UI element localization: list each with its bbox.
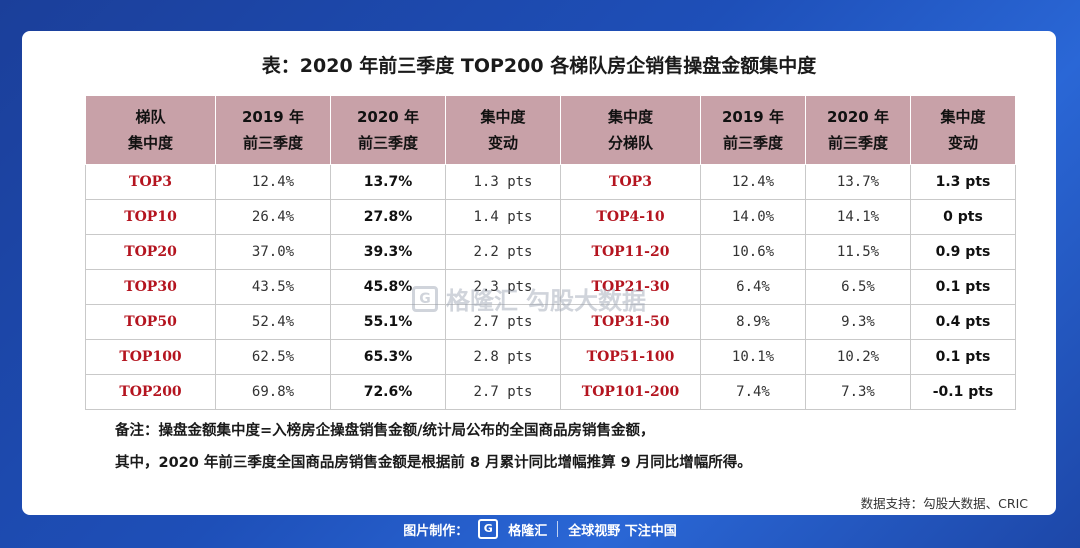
table-row: TOP20 37.0% 39.3% 2.2 pts TOP11-20 10.6% 11.5%… <box>85 234 1016 270</box>
table-cell: 10.1% <box>700 339 806 375</box>
watermark: G 格隆汇 勾股大数据 <box>412 281 646 316</box>
table-cell: 8.9% <box>700 304 806 340</box>
column-header: 2020 年 前三季度 <box>330 95 446 165</box>
note-line-2: 其中，2020 年前三季度全国商品房销售金额是根据前 8 月累计同比增幅推算 9… <box>115 455 752 471</box>
table-cell: 37.0% <box>215 234 331 270</box>
table-cell: 1.3 pts <box>910 164 1016 200</box>
table-cell: 2.3 pts <box>445 269 561 305</box>
table-cell: TOP11-20 <box>560 234 701 270</box>
table-cell: 72.6% <box>330 374 446 410</box>
table-cell: 11.5% <box>805 234 911 270</box>
concentration-table: 梯队 集中度 2019 年 前三季度 2020 年 前三季度 集中度 变动 集中度 分梯… <box>85 95 1016 410</box>
table-cell: 62.5% <box>215 339 331 375</box>
table-cell: TOP50 <box>85 304 216 340</box>
table-cell: 6.4% <box>700 269 806 305</box>
table-cell: 14.0% <box>700 199 806 235</box>
table-cell: TOP101-200 <box>560 374 701 410</box>
table-cell: 12.4% <box>700 164 806 200</box>
column-header: 集中度 变动 <box>445 95 561 165</box>
footer-divider <box>557 521 559 537</box>
gelonghui-logo-icon: G <box>478 519 499 539</box>
table-cell: 0.4 pts <box>910 304 1016 340</box>
column-header: 集中度 分梯队 <box>560 95 701 165</box>
table-cell: TOP3 <box>85 164 216 200</box>
table-cell: 6.5% <box>805 269 911 305</box>
table-cell: TOP10 <box>85 199 216 235</box>
table-cell: 43.5% <box>215 269 331 305</box>
table-cell: TOP100 <box>85 339 216 375</box>
table-cell: -0.1 pts <box>910 374 1016 410</box>
table-body: TOP3 12.4% 13.7% 1.3 pts TOP3 12.4% 13.7% 1.3 p… <box>85 164 1016 410</box>
table-cell: TOP30 <box>85 269 216 305</box>
table-row: TOP200 69.8% 72.6% 2.7 pts TOP101-200 7.4% 7.3… <box>85 374 1016 410</box>
table-row: TOP50 52.4% 55.1% 2.7 pts TOP31-50 8.9% 9.3% 0.… <box>85 304 1016 340</box>
table-cell: TOP20 <box>85 234 216 270</box>
note-line-1: 备注：操盘金额集中度=入榜房企操盘销售金额/统计局公布的全国商品房销售金额， <box>115 423 655 439</box>
table-cell: 0.1 pts <box>910 269 1016 305</box>
watermark-sub: 勾股大数据 <box>526 287 646 315</box>
table-cell: TOP51-100 <box>560 339 701 375</box>
footer-label: 图片制作： <box>403 523 469 539</box>
table-cell: TOP21-30 <box>560 269 701 305</box>
table-cell: TOP4-10 <box>560 199 701 235</box>
table-cell: 2.7 pts <box>445 374 561 410</box>
table-row: TOP10 26.4% 27.8% 1.4 pts TOP4-10 14.0% 14.1% 0… <box>85 199 1016 235</box>
table-cell: 12.4% <box>215 164 331 200</box>
table-cell: 39.3% <box>330 234 446 270</box>
table-cell: 65.3% <box>330 339 446 375</box>
table-cell: 0.1 pts <box>910 339 1016 375</box>
table-cell: 0 pts <box>910 199 1016 235</box>
table-cell: 27.8% <box>330 199 446 235</box>
table-cell: 2.8 pts <box>445 339 561 375</box>
table-cell: 2.7 pts <box>445 304 561 340</box>
table-cell: 1.3 pts <box>445 164 561 200</box>
table-title: 表：2020 年前三季度 TOP200 各梯队房企销售操盘金额集中度 <box>261 55 817 77</box>
footer-brand: 格隆汇 <box>508 523 548 539</box>
table-cell: 1.4 pts <box>445 199 561 235</box>
table-card: 表：2020 年前三季度 TOP200 各梯队房企销售操盘金额集中度 梯队 集中… <box>22 31 1056 515</box>
table-cell: 52.4% <box>215 304 331 340</box>
table-cell: 69.8% <box>215 374 331 410</box>
data-source: 数据支持：勾股大数据、CRIC <box>860 496 1028 511</box>
column-header: 2019 年 前三季度 <box>700 95 806 165</box>
watermark-brand: 格隆汇 <box>446 287 518 315</box>
column-header: 2020 年 前三季度 <box>805 95 911 165</box>
table-cell: 26.4% <box>215 199 331 235</box>
footer-bar: 图片制作： G 格隆汇 全球视野 下注中国 <box>0 517 1080 541</box>
table-cell: 13.7% <box>330 164 446 200</box>
table-cell: 7.4% <box>700 374 806 410</box>
table-cell: 2.2 pts <box>445 234 561 270</box>
table-cell: 10.6% <box>700 234 806 270</box>
table-cell: 10.2% <box>805 339 911 375</box>
table-cell: 45.8% <box>330 269 446 305</box>
table-row: TOP3 12.4% 13.7% 1.3 pts TOP3 12.4% 13.7% 1.3 p… <box>85 164 1016 200</box>
column-header: 2019 年 前三季度 <box>215 95 331 165</box>
table-cell: TOP200 <box>85 374 216 410</box>
header-row: 梯队 集中度 2019 年 前三季度 2020 年 前三季度 集中度 变动 集中度 分梯… <box>85 95 1016 165</box>
column-header: 集中度 变动 <box>910 95 1016 165</box>
table-row: TOP30 43.5% 45.8% 2.3 pts TOP21-30 6.4% 6.5% 0.… <box>85 269 1016 305</box>
column-header: 梯队 集中度 <box>85 95 216 165</box>
footer-slogan: 全球视野 下注中国 <box>568 523 677 539</box>
watermark-logo-icon: G <box>412 285 438 312</box>
table-cell: 7.3% <box>805 374 911 410</box>
table-cell: 0.9 pts <box>910 234 1016 270</box>
table-cell: 9.3% <box>805 304 911 340</box>
table-row: TOP100 62.5% 65.3% 2.8 pts TOP51-100 10.1% 10.… <box>85 339 1016 375</box>
table-cell: 14.1% <box>805 199 911 235</box>
table-cell: 13.7% <box>805 164 911 200</box>
table-cell: TOP3 <box>560 164 701 200</box>
